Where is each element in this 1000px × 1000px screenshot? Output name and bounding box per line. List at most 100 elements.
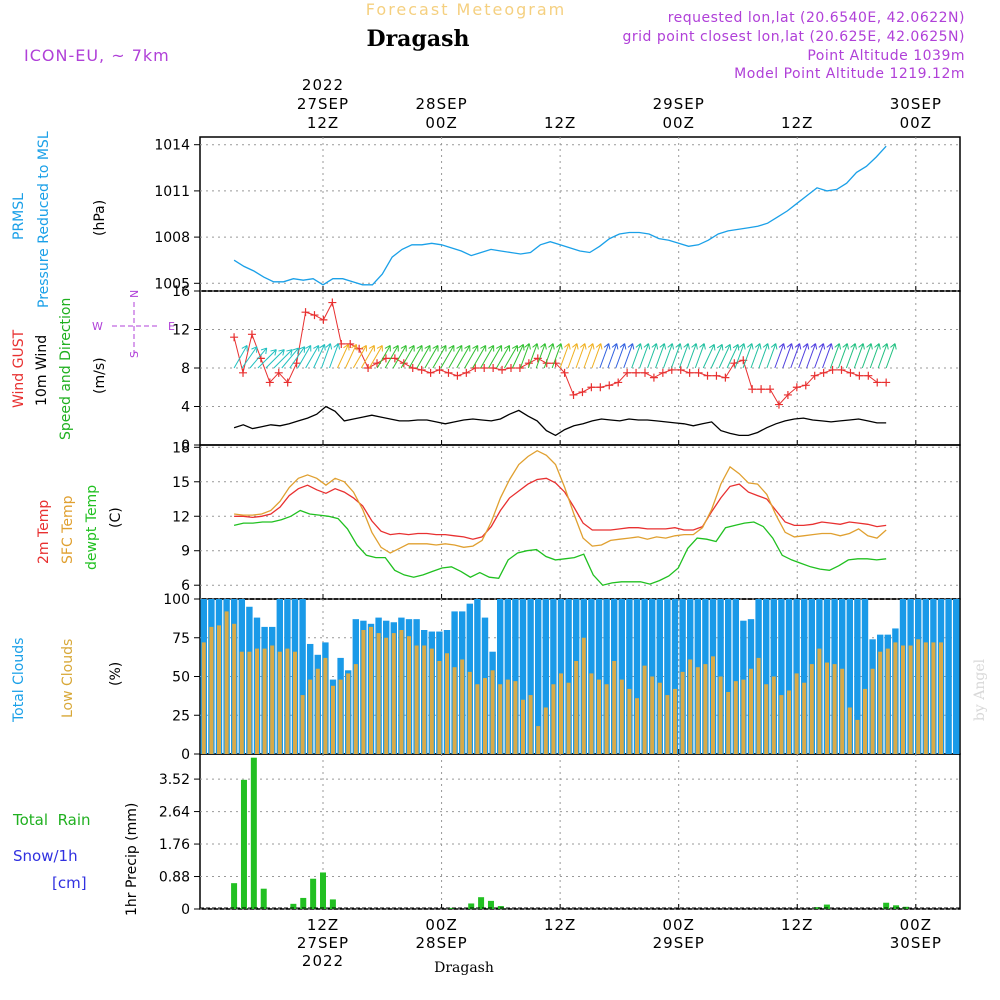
low-cloud-bar: [224, 611, 229, 754]
wind-arrow: [392, 345, 407, 369]
rain-bar: [468, 903, 475, 909]
low-cloud-bar: [331, 685, 335, 754]
requested-coords: requested lon,lat (20.6540E, 42.0622N): [668, 10, 965, 26]
wind-ytick-label: 0: [181, 438, 190, 454]
low-cloud-bar: [391, 633, 396, 754]
low-cloud-bar: [247, 651, 252, 754]
wind-arrow-head: [416, 345, 423, 352]
wind-arrow: [504, 345, 518, 369]
wind-arrow: [845, 343, 856, 369]
wind-arrow: [313, 344, 326, 369]
temp-ytick-label: 15: [172, 475, 190, 491]
low-cloud-bar: [201, 642, 206, 754]
wind-arrow-head: [595, 343, 603, 350]
rain-bar: [329, 899, 336, 909]
location-title: Dragash: [367, 26, 470, 52]
low-cloud-bar: [346, 673, 351, 754]
wind-arrow: [535, 343, 546, 369]
low-cloud-bar: [414, 645, 419, 754]
temp-ytick-label: 18: [172, 440, 190, 456]
wind-arrow: [607, 343, 618, 369]
gust-marker: [417, 365, 426, 374]
low-cloud-bar: [551, 684, 556, 754]
wind-arrow: [655, 343, 665, 369]
gust-marker: [676, 365, 685, 374]
gust-marker: [408, 364, 417, 372]
wind-arrow-head: [579, 343, 587, 350]
low-cloud-bar: [209, 626, 214, 754]
gust-marker: [685, 368, 694, 377]
low-cloud-bar: [695, 667, 700, 754]
temp-sfc-line: [234, 449, 887, 554]
rain-bar: [814, 907, 821, 909]
clouds-ytick-label: 75: [172, 631, 190, 647]
wind-arrow: [464, 345, 479, 369]
gust-marker: [489, 364, 498, 372]
wind-arrow: [511, 344, 524, 369]
wind-arrow-head: [708, 344, 716, 351]
low-cloud-bar: [513, 681, 518, 754]
gust-marker: [426, 368, 435, 377]
wind-arrow-head: [480, 345, 487, 352]
total-cloud-bar: [497, 599, 504, 754]
wind-arrow: [376, 345, 391, 369]
gust-marker: [239, 368, 248, 377]
low-cloud-bar: [239, 651, 244, 754]
wind-arrow-head: [440, 345, 447, 352]
rain-bar: [487, 900, 494, 909]
wind-arrow-head: [786, 343, 794, 350]
wind-arrow-head: [716, 344, 724, 351]
wind-arrow-head: [504, 345, 511, 352]
gust-marker: [819, 368, 828, 377]
bottom-time-label: 29SEP: [653, 934, 705, 952]
low-cloud-bar: [885, 648, 890, 754]
grid-coords: grid point closest lon,lat (20.625E, 42.…: [622, 29, 965, 45]
total-cloud-bar: [299, 599, 306, 754]
gust-marker: [721, 373, 730, 382]
low-cloud-bar: [308, 679, 313, 754]
wind-arrow-head: [691, 343, 698, 350]
total-cloud-bar: [504, 599, 511, 754]
wind-arrow-head: [400, 345, 407, 352]
low-cloud-bar: [361, 630, 366, 754]
prmsl-label: PRMSL: [11, 193, 27, 240]
low-cloud-bar: [445, 653, 449, 754]
wind-unit-label: (m/s): [92, 357, 108, 394]
wind-arrow: [352, 345, 367, 369]
temp-dewpt-label: dewpt Temp: [84, 485, 100, 570]
wind-arrow-head: [511, 345, 519, 352]
wind-arrow-head: [556, 343, 563, 350]
gust-marker: [444, 368, 453, 377]
temp-ytick-label: 12: [172, 509, 190, 525]
rain-bar: [300, 897, 307, 909]
clouds-ytick-label: 100: [163, 592, 190, 608]
temp-labels: 2m Temp SFC Temp dewpt Temp (C): [36, 485, 124, 570]
cloud-labels: Total Clouds Low Clouds (%): [11, 638, 124, 723]
low-cloud-bar: [604, 684, 609, 754]
low-cloud-bar: [642, 665, 647, 754]
model-label: ICON-EU, ~ 7km: [24, 46, 170, 65]
wind-arrow-head: [778, 343, 786, 350]
wind-arrow-head: [724, 344, 732, 351]
panel-frames: 1005100810111014048121669121518025507510…: [154, 136, 961, 918]
wind-arrow-head: [524, 343, 531, 350]
low-cloud-bar: [787, 690, 791, 754]
bottom-time-label: 12Z: [781, 916, 813, 934]
pressure-ytick-label: 1014: [154, 138, 190, 154]
low-cloud-bar: [741, 679, 746, 754]
total-clouds-label: Total Clouds: [11, 638, 27, 723]
precip-ytick-label: 1.76: [159, 837, 190, 853]
total-cloud-bar: [535, 599, 542, 754]
precip-labels: Total Rain Snow/1h [cm] 1hr Precip (mm): [12, 803, 140, 916]
wind-arrow-head: [424, 345, 431, 352]
rain-bar: [310, 878, 317, 909]
wind-arrow: [360, 345, 375, 369]
wind-arrow: [758, 343, 769, 369]
wind-arrow: [798, 343, 809, 369]
rain-bar: [240, 779, 247, 909]
wind-arrow-head: [472, 345, 479, 352]
gust-marker: [390, 354, 399, 363]
wind-arrow-head: [826, 343, 834, 350]
wind-arrow-head: [643, 343, 651, 350]
rain-bar: [290, 903, 297, 909]
